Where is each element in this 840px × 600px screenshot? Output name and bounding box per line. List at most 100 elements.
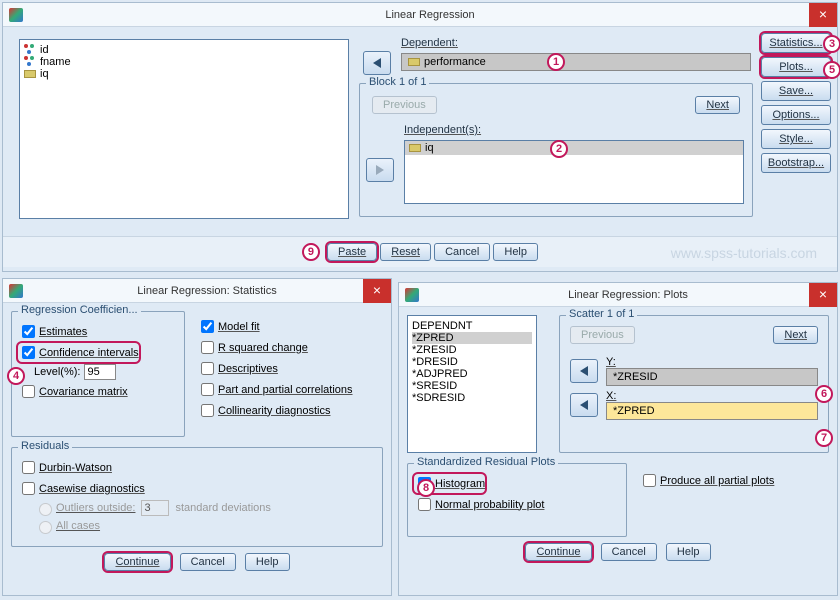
level-input[interactable]: [84, 364, 116, 380]
desc-checkbox[interactable]: [201, 362, 214, 375]
stats-title: Linear Regression: Statistics: [23, 285, 391, 297]
cov-checkbox[interactable]: [22, 385, 35, 398]
partial-checkbox[interactable]: [643, 474, 656, 487]
residuals-fieldset: Residuals Durbin-Watson Casewise diagnos…: [11, 447, 383, 547]
modelfit-checkbox[interactable]: [201, 320, 214, 333]
allcases-label: All cases: [56, 520, 100, 532]
list-item[interactable]: *ADJPRED: [412, 368, 532, 380]
reset-button[interactable]: Reset: [380, 243, 431, 261]
variable-list[interactable]: id fname iq: [19, 39, 349, 219]
next-button[interactable]: Next: [695, 96, 740, 114]
cancel-button[interactable]: Cancel: [434, 243, 490, 261]
badge-7: 7: [815, 429, 833, 447]
list-item[interactable]: *ZPRED: [412, 332, 532, 344]
badge-9: 9: [302, 243, 320, 261]
plots-window: Linear Regression: Plots × DEPENDNT *ZPR…: [398, 282, 838, 596]
main-window: Linear Regression × id fname iq Dependen…: [2, 2, 838, 272]
plots-continue-button[interactable]: Continue: [525, 543, 591, 561]
badge-6: 6: [815, 385, 833, 403]
durbin-checkbox[interactable]: [22, 461, 35, 474]
close-icon[interactable]: ×: [809, 283, 837, 307]
plots-cancel-button[interactable]: Cancel: [601, 543, 657, 561]
ci-checkbox[interactable]: [22, 346, 35, 359]
list-item[interactable]: *SDRESID: [412, 392, 532, 404]
block-legend: Block 1 of 1: [366, 76, 429, 88]
stats-continue-button[interactable]: Continue: [104, 553, 170, 571]
close-icon[interactable]: ×: [809, 3, 837, 27]
var-fname[interactable]: fname: [24, 56, 344, 68]
badge-4: 4: [7, 367, 25, 385]
titlebar-plots: Linear Regression: Plots ×: [399, 283, 837, 307]
titlebar-main: Linear Regression ×: [3, 3, 837, 27]
list-item[interactable]: *ZRESID: [412, 344, 532, 356]
normprob-checkbox[interactable]: [418, 498, 431, 511]
histogram-label: Histogram: [435, 478, 485, 490]
paste-button[interactable]: Paste: [327, 243, 377, 261]
list-item[interactable]: *SRESID: [412, 380, 532, 392]
y-field[interactable]: *ZRESID: [606, 368, 818, 386]
app-icon: [405, 288, 419, 302]
r2-checkbox[interactable]: [201, 341, 214, 354]
scatter-fieldset: Scatter 1 of 1 Previous Next Y: *ZRESID …: [559, 315, 829, 453]
x-field[interactable]: *ZPRED: [606, 402, 818, 420]
move-y-button[interactable]: [570, 359, 598, 383]
plots-next-button[interactable]: Next: [773, 326, 818, 344]
plots-button[interactable]: Plots...: [761, 57, 831, 77]
move-x-button[interactable]: [570, 393, 598, 417]
move-dependent-button[interactable]: [363, 51, 391, 75]
residuals-legend: Residuals: [18, 440, 72, 452]
list-item[interactable]: *DRESID: [412, 356, 532, 368]
bootstrap-button[interactable]: Bootstrap...: [761, 153, 831, 173]
desc-label: Descriptives: [218, 363, 278, 375]
casewise-checkbox[interactable]: [22, 482, 35, 495]
statistics-button[interactable]: Statistics...: [761, 33, 831, 53]
nominal-icon: [24, 44, 36, 56]
normprob-label: Normal probability plot: [435, 499, 544, 511]
estimates-checkbox[interactable]: [22, 325, 35, 338]
var-iq[interactable]: iq: [24, 68, 344, 80]
var-id[interactable]: id: [24, 44, 344, 56]
arrow-left-icon: [580, 400, 588, 410]
stats-cancel-button[interactable]: Cancel: [180, 553, 236, 571]
outliers-radio: [39, 503, 52, 516]
partcorr-checkbox[interactable]: [201, 383, 214, 396]
badge-1: 1: [547, 53, 565, 71]
dependent-field[interactable]: performance: [401, 53, 751, 71]
main-footer: 9 Paste Reset Cancel Help www.spss-tutor…: [3, 236, 837, 267]
plots-footer: Continue Cancel Help: [407, 543, 829, 561]
previous-button: Previous: [372, 96, 437, 114]
allcases-radio: [39, 521, 52, 534]
estimates-label: Estimates: [39, 326, 87, 338]
plots-varlist[interactable]: DEPENDNT *ZPRED *ZRESID *DRESID *ADJPRED…: [407, 315, 537, 453]
move-independent-button[interactable]: [366, 158, 394, 182]
ci-label: Confidence intervals: [39, 347, 139, 359]
regcoef-fieldset: Regression Coefficien... Estimates Confi…: [11, 311, 185, 437]
titlebar-stats: Linear Regression: Statistics ×: [3, 279, 391, 303]
stdresid-legend: Standardized Residual Plots: [414, 456, 558, 468]
scale-icon: [24, 70, 36, 78]
stdresid-fieldset: Standardized Residual Plots Histogram No…: [407, 463, 627, 537]
badge-3: 3: [823, 35, 840, 53]
help-button[interactable]: Help: [493, 243, 538, 261]
outliers-input: [141, 500, 169, 516]
collin-checkbox[interactable]: [201, 404, 214, 417]
close-icon[interactable]: ×: [363, 279, 391, 303]
x-label: X:: [606, 390, 616, 402]
independent-list[interactable]: iq: [404, 140, 744, 204]
stddev-label: standard deviations: [175, 502, 270, 514]
save-button[interactable]: Save...: [761, 81, 831, 101]
durbin-label: Durbin-Watson: [39, 462, 112, 474]
modelfit-label: Model fit: [218, 321, 260, 333]
independent-label: Independent(s):: [404, 124, 481, 136]
partcorr-label: Part and partial correlations: [218, 384, 353, 396]
badge-2: 2: [550, 140, 568, 158]
main-title: Linear Regression: [23, 9, 837, 21]
outliers-label: Outliers outside:: [56, 502, 135, 514]
plots-help-button[interactable]: Help: [666, 543, 711, 561]
options-button[interactable]: Options...: [761, 105, 831, 125]
stats-help-button[interactable]: Help: [245, 553, 290, 571]
style-button[interactable]: Style...: [761, 129, 831, 149]
dependent-label: Dependent:: [401, 37, 458, 49]
collin-label: Collinearity diagnostics: [218, 405, 331, 417]
list-item[interactable]: DEPENDNT: [412, 320, 532, 332]
